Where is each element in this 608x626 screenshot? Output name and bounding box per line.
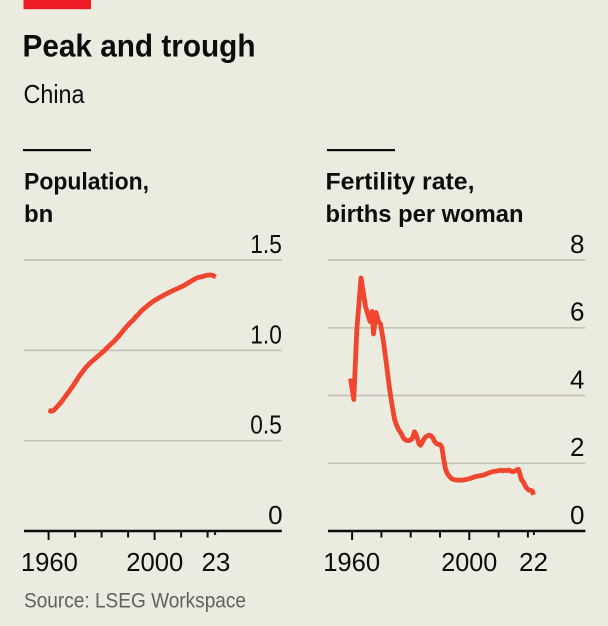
svg-text:0.5: 0.5 <box>250 410 282 440</box>
svg-text:Source: LSEG Workspace: Source: LSEG Workspace <box>24 588 246 612</box>
svg-text:1960: 1960 <box>323 547 380 577</box>
svg-text:2: 2 <box>570 432 584 462</box>
svg-text:22: 22 <box>519 547 548 577</box>
svg-text:2000: 2000 <box>441 547 497 577</box>
svg-text:Population,: Population, <box>24 168 149 195</box>
svg-text:bn: bn <box>24 201 53 228</box>
svg-text:1960: 1960 <box>21 547 78 577</box>
svg-text:6: 6 <box>570 297 584 327</box>
svg-text:births per woman: births per woman <box>326 201 524 228</box>
svg-text:8: 8 <box>570 229 584 259</box>
svg-text:1.5: 1.5 <box>250 229 282 259</box>
svg-text:Peak and trough: Peak and trough <box>23 28 256 64</box>
svg-text:4: 4 <box>570 364 584 394</box>
svg-text:0: 0 <box>570 500 584 530</box>
svg-text:2000: 2000 <box>126 547 183 577</box>
svg-text:0: 0 <box>268 500 282 530</box>
svg-text:23: 23 <box>201 547 230 577</box>
svg-text:China: China <box>24 79 85 109</box>
svg-text:Fertility rate,: Fertility rate, <box>326 168 475 195</box>
svg-text:1.0: 1.0 <box>250 320 282 350</box>
